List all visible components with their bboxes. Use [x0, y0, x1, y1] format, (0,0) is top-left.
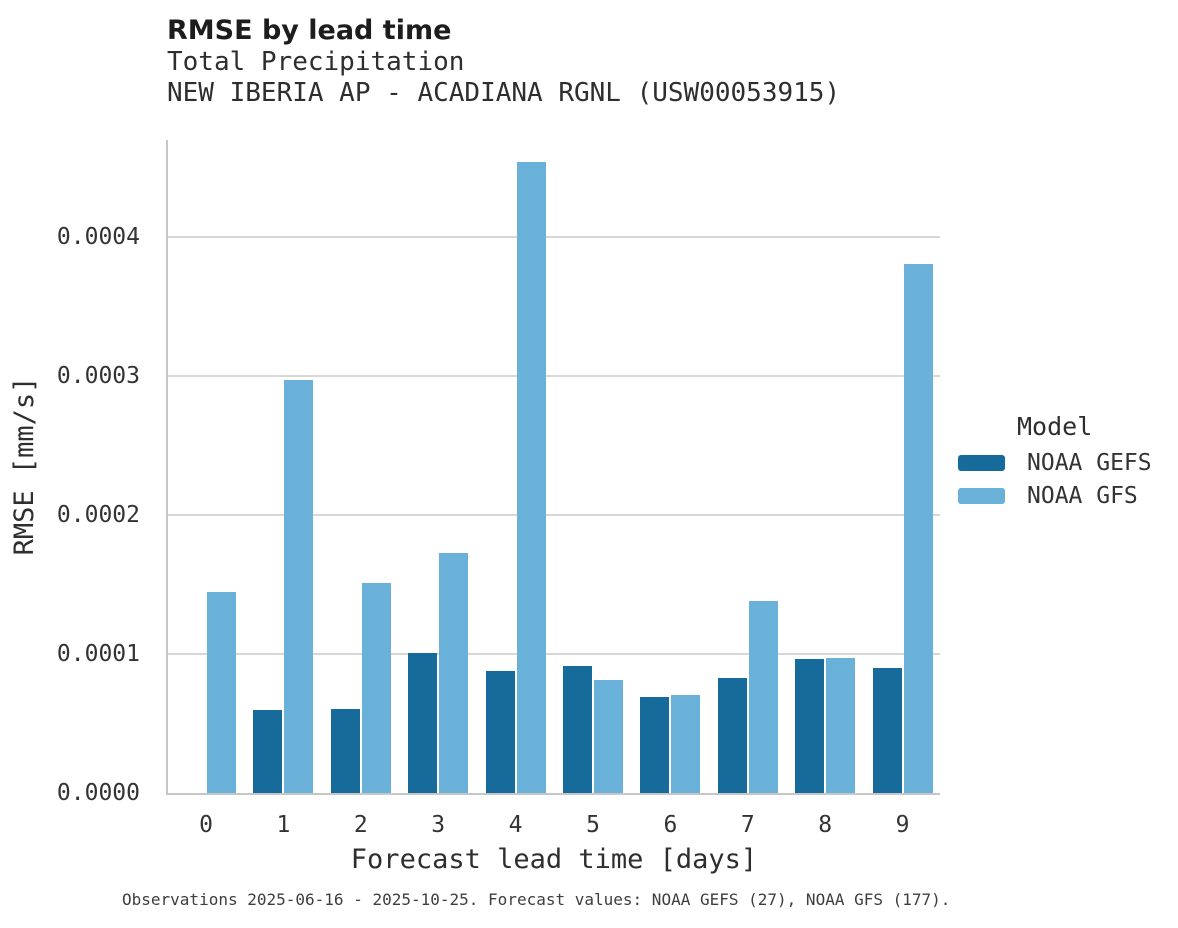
bar-noaa-gefs-day7: [717, 678, 747, 793]
bar-noaa-gefs-day2: [330, 708, 360, 793]
bar-noaa-gfs-day9: [903, 263, 933, 793]
bar-noaa-gfs-day8: [826, 657, 856, 793]
gridline-y4: [168, 236, 940, 239]
bar-noaa-gefs-day5: [563, 665, 592, 793]
x-tick-label-1: 1: [276, 812, 291, 838]
chart-station-label: NEW IBERIA AP - ACADIANA RGNL (USW000539…: [167, 78, 841, 108]
gridline-y2: [168, 514, 940, 517]
x-tick-label-4: 4: [508, 812, 523, 838]
bar-noaa-gefs-day6: [640, 697, 670, 793]
chart-title: RMSE by lead time: [167, 15, 452, 46]
bar-noaa-gfs-day7: [748, 601, 778, 793]
bar-noaa-gefs-day9: [872, 667, 902, 793]
bar-noaa-gfs-day4: [516, 162, 546, 793]
legend-swatch-noaa-gefs: [958, 455, 1005, 471]
legend-swatch-noaa-gfs: [958, 488, 1005, 504]
x-tick-label-8: 8: [818, 812, 833, 838]
y-tick-label-0.0004: 0.0004: [56, 224, 140, 251]
gridline-y1: [168, 653, 940, 656]
bar-noaa-gfs-day2: [361, 583, 391, 793]
gridline-y3: [168, 375, 940, 378]
x-tick-label-2: 2: [353, 812, 368, 838]
chart-caption: Observations 2025-06-16 - 2025-10-25. Fo…: [122, 890, 951, 909]
x-tick-label-7: 7: [740, 812, 755, 838]
legend-title: Model: [1017, 412, 1093, 441]
y-tick-label-0.0000: 0.0000: [56, 780, 140, 806]
bar-noaa-gefs-day1: [253, 710, 283, 793]
y-axis-label: RMSE [mm/s]: [9, 376, 40, 556]
bar-noaa-gfs-day5: [594, 680, 623, 793]
x-tick-label-9: 9: [895, 812, 910, 838]
bar-noaa-gfs-day0: [207, 591, 236, 793]
y-tick-label-0.0002: 0.0002: [56, 502, 140, 529]
legend-label-noaa-gefs: NOAA GEFS: [1027, 450, 1152, 476]
plot-area: [166, 140, 940, 795]
chart-subtitle: Total Precipitation: [167, 47, 465, 77]
x-tick-label-6: 6: [663, 812, 678, 838]
x-tick-label-3: 3: [431, 812, 446, 838]
bar-noaa-gfs-day3: [439, 552, 469, 793]
legend-label-noaa-gfs: NOAA GFS: [1027, 483, 1138, 509]
x-tick-label-5: 5: [586, 812, 600, 838]
bar-noaa-gefs-day8: [795, 658, 825, 793]
y-tick-label-0.0001: 0.0001: [56, 641, 140, 668]
bar-noaa-gfs-day1: [284, 380, 314, 793]
x-axis-label: Forecast lead time [days]: [350, 844, 758, 875]
y-tick-label-0.0003: 0.0003: [56, 363, 140, 390]
bar-noaa-gefs-day4: [485, 671, 515, 793]
bar-noaa-gfs-day6: [671, 695, 701, 793]
x-tick-label-0: 0: [199, 812, 213, 838]
bar-noaa-gefs-day3: [408, 652, 438, 793]
